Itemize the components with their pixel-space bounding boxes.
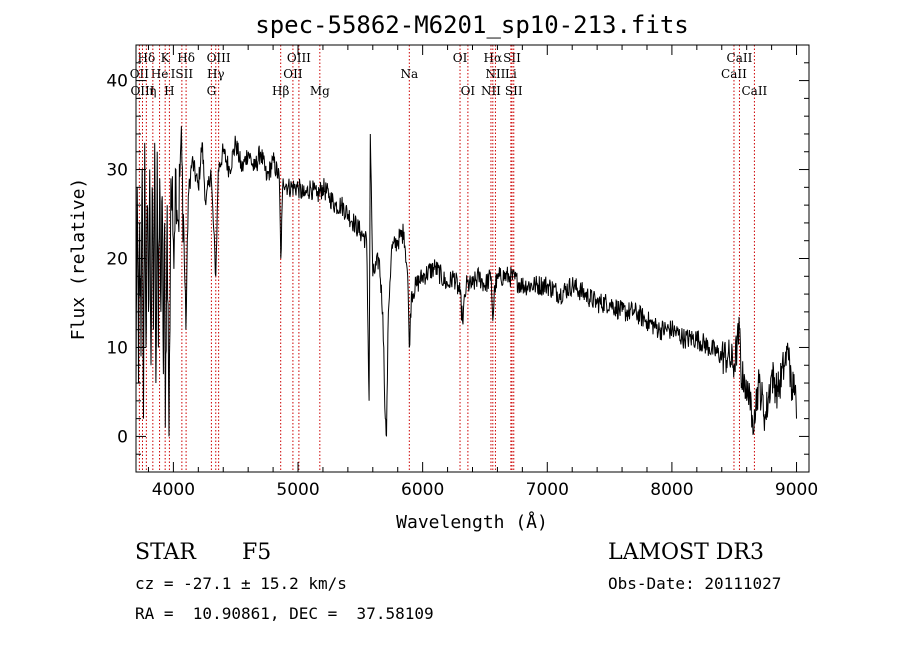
object-class: STAR	[135, 540, 196, 565]
axis-ticks: 4000 5000 6000 7000 8000 9000 0 10 20 30 40	[106, 45, 818, 500]
x-tick-label-1: 5000	[276, 480, 319, 500]
coordinates: RA = 10.90861, DEC = 37.58109	[135, 604, 434, 623]
x-axis-label: Wavelength (Å)	[396, 511, 548, 533]
survey-name: LAMOST DR3	[608, 540, 764, 565]
y-axis-label: Flux (relative)	[68, 178, 89, 341]
line-label-4: OIII	[287, 51, 311, 65]
line-label-18: OIII	[130, 84, 154, 98]
x-tick-label-2: 6000	[401, 480, 444, 500]
x-tick-label-3: 7000	[526, 480, 569, 500]
line-label-7: SII	[503, 51, 521, 65]
line-label-15: NII	[485, 67, 505, 81]
line-label-6: Hα	[484, 51, 503, 65]
obs-date: Obs-Date: 20111027	[608, 574, 782, 593]
y-tick-label-4: 40	[106, 72, 128, 92]
line-label-24: OI	[461, 84, 476, 98]
x-tick-label-0: 4000	[152, 480, 195, 500]
plot-frame	[135, 44, 810, 473]
line-label-25: NII	[481, 84, 501, 98]
line-label-26: SII	[505, 84, 523, 98]
line-label-11: ISII	[171, 67, 194, 81]
line-label-16: Li	[505, 67, 517, 81]
line-label-3: OIII	[207, 51, 231, 65]
line-label-8: CaII	[727, 51, 753, 65]
line-label-0: Hδ	[137, 51, 155, 65]
line-label-14: Na	[400, 67, 418, 81]
line-label-23: Mg	[310, 84, 330, 98]
y-tick-label-3: 30	[106, 161, 128, 181]
line-label-10: He	[151, 67, 169, 81]
redshift-readout: cz = -27.1 ± 15.2 km/s	[135, 574, 347, 593]
spectral-subclass: F5	[242, 540, 272, 565]
y-tick-label-1: 10	[106, 338, 128, 358]
y-tick-label-0: 0	[117, 427, 128, 447]
line-label-19: η	[149, 84, 156, 98]
line-label-12: Hγ	[207, 67, 225, 81]
line-label-17: CaII	[721, 67, 747, 81]
line-label-13: OII	[283, 67, 303, 81]
plot-area	[135, 126, 797, 437]
y-tick-label-2: 20	[106, 250, 128, 270]
line-label-21: G	[207, 84, 217, 98]
line-label-22: Hβ	[272, 84, 289, 98]
line-label-9: OII	[130, 67, 150, 81]
x-tick-label-5: 9000	[775, 480, 818, 500]
x-tick-label-4: 8000	[650, 480, 693, 500]
chart-title: spec-55862-M6201_sp10-213.fits	[255, 11, 688, 39]
line-label-1: K	[161, 51, 171, 65]
flux-series-line	[135, 126, 797, 437]
line-label-20: H	[164, 84, 174, 98]
line-label-2: Hδ	[177, 51, 195, 65]
line-label-5: OI	[453, 51, 468, 65]
line-label-27: CaII	[741, 84, 767, 98]
